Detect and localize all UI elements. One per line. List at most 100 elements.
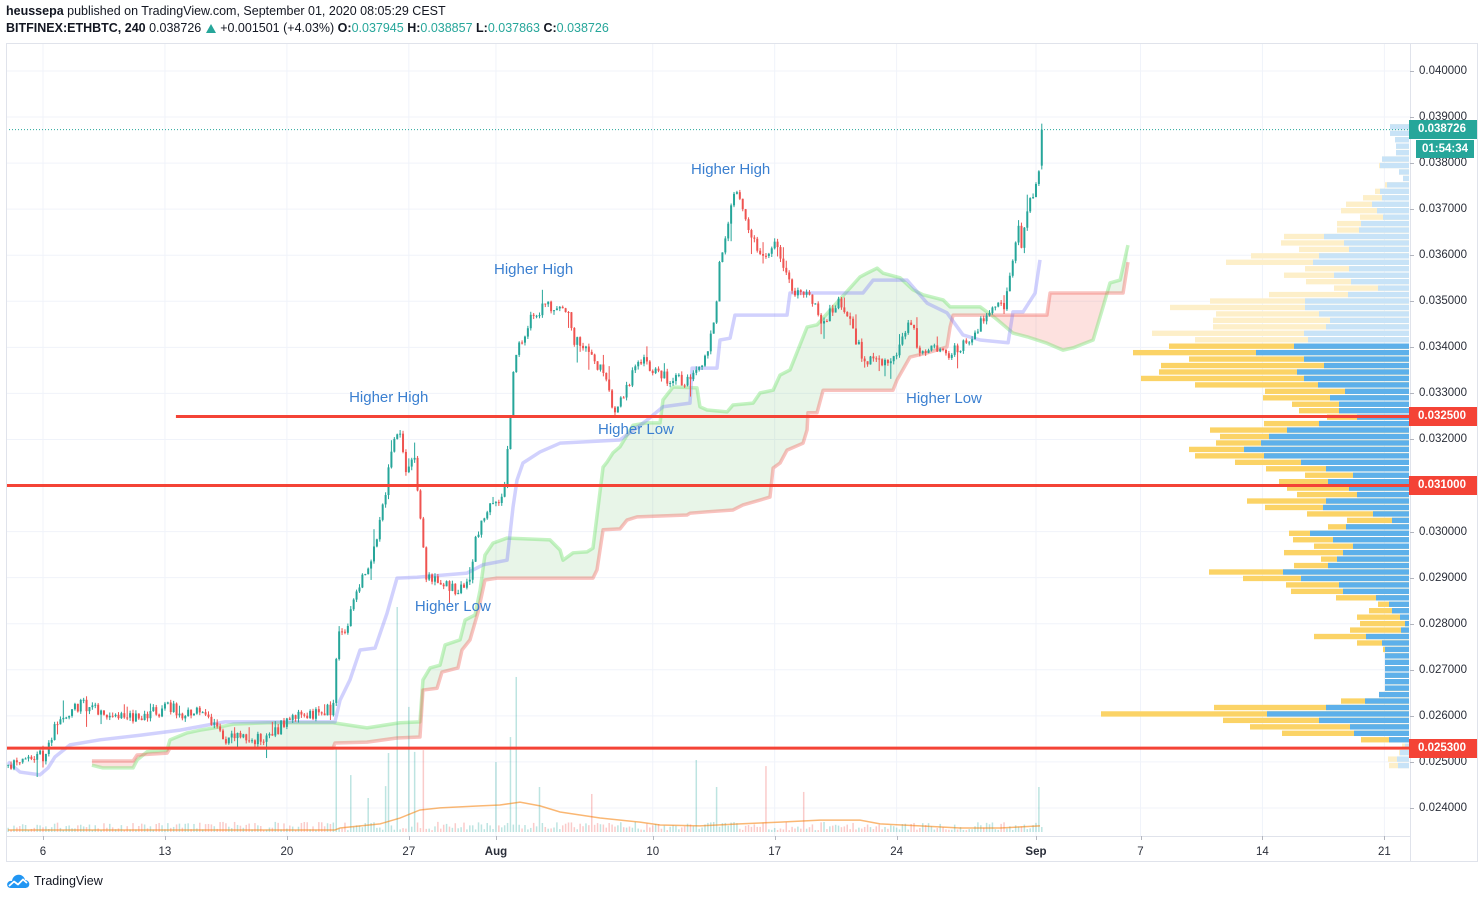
volume-bar: [379, 827, 381, 832]
candle: [680, 371, 683, 386]
price-chart[interactable]: [6, 44, 1410, 836]
volume-bar: [451, 827, 454, 832]
candle: [161, 705, 164, 718]
volume-profile-row-up: [1330, 317, 1409, 324]
candle: [300, 710, 303, 718]
candle: [117, 712, 120, 720]
volume-bar: [625, 827, 628, 832]
candle: [567, 311, 570, 328]
candle: [582, 342, 585, 351]
candle: [756, 236, 759, 253]
candle: [788, 270, 791, 284]
candle: [251, 738, 254, 744]
author-name[interactable]: heussepa: [6, 4, 64, 18]
candle: [349, 606, 352, 627]
volume-bar: [608, 823, 610, 832]
volume-profile-row-up: [1328, 479, 1409, 485]
volume-profile-row-up: [1396, 143, 1409, 149]
volume-bar: [611, 824, 613, 832]
candle: [259, 733, 262, 746]
candle: [857, 339, 860, 345]
candle: [544, 303, 547, 308]
price-change: +0.001501 (+4.03%): [220, 21, 335, 35]
volume-bar: [474, 829, 477, 832]
symbol-name[interactable]: BITFINEX:ETHBTC, 240: [6, 21, 146, 35]
candle: [294, 714, 297, 722]
time-axis[interactable]: [7, 836, 1410, 862]
candle: [105, 714, 108, 720]
candle: [76, 703, 79, 713]
candle: [579, 336, 582, 352]
candle: [471, 559, 474, 584]
candle: [85, 696, 88, 727]
volume-profile-row-up: [1361, 220, 1409, 227]
brand-name[interactable]: TradingView: [34, 874, 103, 888]
volume-bar: [466, 829, 468, 832]
candle: [825, 319, 828, 323]
volume-bar: [495, 762, 497, 832]
candle: [123, 704, 126, 719]
candle: [744, 208, 747, 221]
volume-bar: [585, 823, 587, 832]
volume-bar: [779, 828, 782, 832]
volume-bar: [448, 826, 451, 832]
volume-bar: [65, 826, 67, 832]
candle: [149, 703, 152, 722]
candle: [654, 367, 657, 375]
candle: [910, 319, 913, 326]
candle: [1034, 182, 1037, 198]
candle: [770, 246, 773, 257]
candle: [971, 336, 974, 346]
volume-bar: [951, 829, 953, 832]
volume-bar: [582, 826, 584, 832]
volume-bar: [858, 827, 860, 832]
volume-bar: [320, 822, 323, 832]
volume-bar: [782, 829, 785, 832]
volume-bar: [431, 830, 433, 832]
candle: [538, 312, 541, 319]
volume-bar: [852, 822, 854, 832]
volume-profile-row-down: [1141, 375, 1409, 382]
candle: [248, 727, 251, 743]
candle: [988, 310, 991, 317]
candle: [364, 573, 367, 576]
volume-profile-row-down: [1169, 343, 1409, 349]
volume-profile-row-up: [1319, 717, 1409, 724]
volume-bar: [457, 828, 459, 832]
candle: [82, 697, 85, 704]
candle: [111, 712, 114, 718]
volume-bar: [19, 826, 21, 832]
volume-profile-row-up: [1326, 466, 1409, 472]
volume-profile-row-up: [1313, 259, 1409, 265]
price-axis[interactable]: [1410, 44, 1478, 861]
candle: [132, 709, 135, 724]
volume-profile-row-up: [1380, 188, 1409, 195]
volume-bar: [797, 826, 799, 832]
volume-bar: [384, 786, 387, 832]
volume-bar: [477, 822, 480, 832]
candle: [802, 291, 805, 298]
candle: [343, 629, 346, 635]
volume-bar: [347, 830, 349, 832]
volume-bar: [509, 737, 512, 832]
volume-profile-row-down: [1250, 724, 1409, 730]
volume-bar: [503, 825, 506, 832]
volume-bar: [977, 822, 979, 832]
volume-profile-row-up: [1383, 214, 1409, 220]
volume-bar: [27, 829, 30, 832]
candle: [451, 580, 454, 592]
volume-profile-row-up: [1385, 659, 1409, 666]
candle: [820, 313, 823, 335]
volume-bar: [36, 824, 38, 832]
candle: [616, 406, 619, 413]
chart-pane[interactable]: [6, 44, 1410, 836]
candle: [1014, 241, 1017, 264]
volume-bar: [556, 822, 558, 832]
candle: [634, 364, 637, 374]
volume-bar: [303, 822, 306, 832]
volume-profile-row-up: [1385, 672, 1409, 678]
volume-profile-row-down: [1357, 614, 1409, 620]
volume-profile-row-up: [1389, 737, 1409, 743]
volume-bar: [120, 825, 123, 832]
volume-bar: [843, 826, 846, 832]
